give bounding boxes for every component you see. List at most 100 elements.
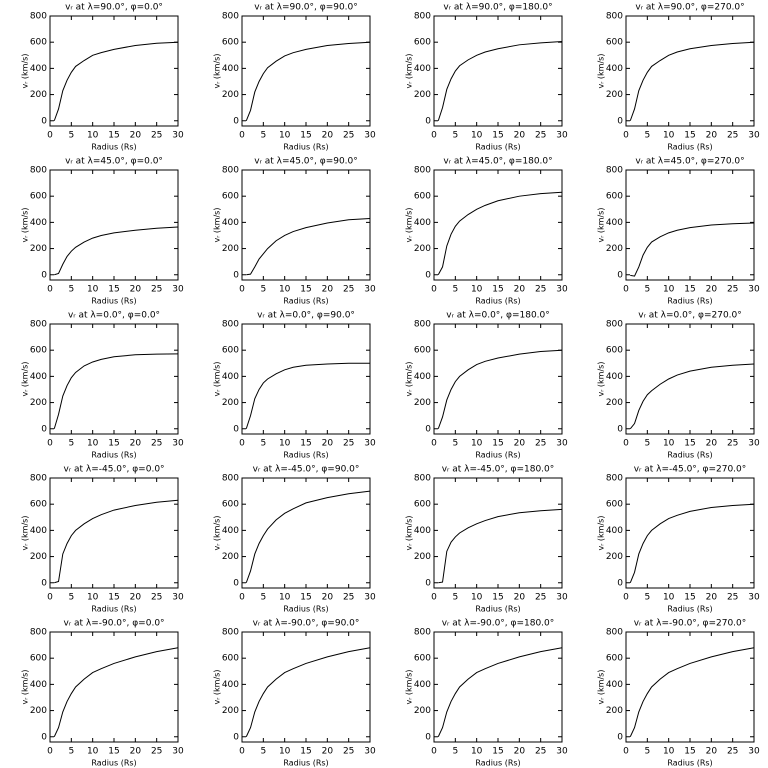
y-tick-label: 800 (30, 166, 47, 176)
y-axis-label: vᵣ (km/s) (405, 362, 414, 397)
y-tick-label: 600 (30, 38, 47, 48)
y-tick-label: 200 (30, 552, 47, 562)
x-tick-label: 0 (47, 747, 53, 757)
y-tick-label: 600 (606, 500, 623, 510)
x-axis-label: Radius (Rs) (91, 297, 136, 306)
y-tick-label: 200 (414, 90, 431, 100)
x-tick-label: 5 (644, 131, 650, 141)
y-axis-label: vᵣ (km/s) (21, 54, 30, 89)
x-tick-label: 0 (47, 439, 53, 449)
data-line (437, 647, 563, 737)
x-tick-label: 20 (514, 747, 526, 757)
x-tick-label: 30 (172, 439, 184, 449)
x-tick-label: 15 (300, 593, 311, 603)
chart-title: vᵣ at λ=90.0°, φ=180.0° (443, 3, 552, 13)
y-tick-label: 400 (30, 680, 47, 690)
x-tick-label: 25 (535, 593, 546, 603)
x-tick-label: 0 (431, 131, 437, 141)
x-axis-label: Radius (Rs) (283, 759, 328, 768)
plot-frame (241, 323, 371, 435)
chart-title: vᵣ at λ=-45.0°, φ=270.0° (634, 465, 747, 475)
x-tick-label: 0 (623, 747, 629, 757)
x-tick-label: 25 (727, 439, 738, 449)
y-tick-label: 200 (222, 706, 239, 716)
y-tick-label: 400 (222, 218, 239, 228)
x-tick-label: 0 (239, 285, 245, 295)
x-tick-label: 15 (300, 747, 311, 757)
plot-frame (433, 169, 563, 281)
x-tick-label: 30 (172, 747, 184, 757)
y-tick-label: 200 (414, 244, 431, 254)
x-axis-label: Radius (Rs) (91, 605, 136, 614)
x-tick-label: 0 (623, 131, 629, 141)
y-axis-label: vᵣ (km/s) (597, 670, 606, 705)
x-tick-label: 25 (727, 747, 738, 757)
x-axis-label: Radius (Rs) (283, 605, 328, 614)
y-tick-label: 400 (414, 680, 431, 690)
x-tick-label: 10 (279, 593, 291, 603)
x-axis-label: Radius (Rs) (475, 605, 520, 614)
y-tick-label: 600 (414, 346, 431, 356)
plot-frame (433, 15, 563, 127)
y-tick-label: 800 (414, 474, 431, 484)
x-tick-label: 0 (623, 593, 629, 603)
x-tick-label: 15 (492, 131, 503, 141)
plot-frame (625, 477, 755, 589)
x-tick-label: 30 (172, 131, 184, 141)
x-tick-label: 10 (663, 131, 675, 141)
x-tick-label: 15 (108, 131, 119, 141)
y-axis-label: vᵣ (km/s) (597, 208, 606, 243)
y-tick-label: 800 (414, 12, 431, 22)
y-axis-label: vᵣ (km/s) (21, 516, 30, 551)
x-tick-label: 5 (452, 131, 458, 141)
y-tick-label: 800 (222, 166, 239, 176)
x-tick-label: 5 (644, 593, 650, 603)
x-tick-label: 25 (343, 285, 354, 295)
x-tick-label: 30 (556, 747, 568, 757)
chart-title: vᵣ at λ=-90.0°, φ=270.0° (634, 619, 747, 629)
data-line (629, 503, 755, 583)
y-tick-label: 600 (30, 346, 47, 356)
x-tick-label: 15 (492, 747, 503, 757)
x-tick-label: 5 (68, 439, 74, 449)
x-tick-label: 10 (663, 439, 675, 449)
x-tick-label: 20 (514, 439, 526, 449)
x-tick-label: 10 (279, 131, 291, 141)
x-tick-label: 20 (130, 131, 142, 141)
y-tick-label: 400 (414, 372, 431, 382)
x-tick-label: 0 (431, 747, 437, 757)
y-tick-label: 200 (222, 552, 239, 562)
data-line (246, 217, 371, 276)
x-axis-label: Radius (Rs) (475, 759, 520, 768)
chart-title: vᵣ at λ=90.0°, φ=270.0° (635, 3, 744, 13)
y-axis-label: vᵣ (km/s) (213, 54, 222, 89)
y-tick-label: 400 (30, 64, 47, 74)
x-tick-label: 20 (706, 131, 718, 141)
y-tick-label: 200 (414, 706, 431, 716)
x-tick-label: 15 (300, 439, 311, 449)
y-tick-label: 0 (425, 116, 431, 126)
chart-title: vᵣ at λ=-90.0°, φ=180.0° (442, 619, 555, 629)
x-tick-label: 10 (87, 593, 99, 603)
y-tick-label: 800 (414, 628, 431, 638)
x-axis-label: Radius (Rs) (475, 143, 520, 152)
x-tick-label: 15 (300, 285, 311, 295)
y-tick-label: 400 (606, 526, 623, 536)
x-tick-label: 25 (343, 747, 354, 757)
y-tick-label: 600 (606, 192, 623, 202)
x-tick-label: 30 (748, 285, 760, 295)
chart-title: vᵣ at λ=45.0°, φ=180.0° (443, 157, 552, 167)
y-axis-label: vᵣ (km/s) (213, 670, 222, 705)
plot-frame (49, 477, 179, 589)
x-tick-label: 0 (431, 593, 437, 603)
x-tick-label: 30 (556, 593, 568, 603)
x-tick-label: 10 (87, 439, 99, 449)
x-axis-label: Radius (Rs) (667, 759, 712, 768)
y-tick-label: 0 (617, 732, 623, 742)
y-tick-label: 0 (617, 424, 623, 434)
x-tick-label: 15 (684, 747, 695, 757)
y-tick-label: 0 (41, 270, 47, 280)
y-tick-label: 800 (222, 320, 239, 330)
y-tick-label: 200 (222, 244, 239, 254)
y-tick-label: 200 (222, 398, 239, 408)
